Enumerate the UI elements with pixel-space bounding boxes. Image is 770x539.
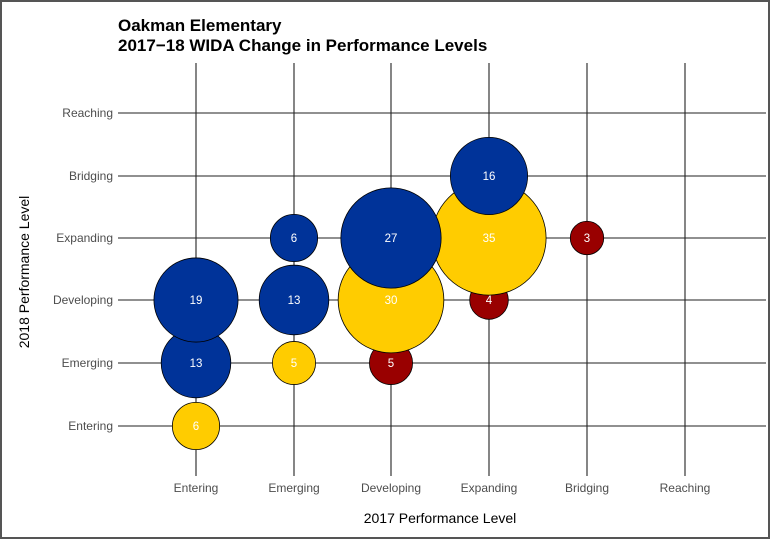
tick-labels: Entering Emerging Developing Expanding Bridg…: [53, 106, 710, 495]
bubble-same: [272, 341, 316, 385]
bubble-label: 4: [486, 295, 493, 307]
bubble-label: 13: [288, 295, 301, 307]
bubble-improved: [449, 136, 528, 215]
y-tick-label: Expanding: [56, 231, 113, 245]
bubble-improved: [269, 213, 319, 263]
bubble-label: 5: [388, 358, 394, 370]
x-tick-label: Entering: [174, 481, 219, 495]
bubble-label: 6: [291, 233, 297, 245]
bubble-same: [171, 401, 221, 451]
bubble-improved: [340, 187, 442, 289]
x-axis-label: 2017 Performance Level: [364, 510, 517, 526]
y-tick-label: Entering: [68, 419, 113, 433]
bubble-label: 3: [584, 233, 590, 245]
chart-title: Oakman Elementary: [118, 16, 282, 35]
bubble-label: 5: [291, 358, 297, 370]
x-tick-label: Expanding: [461, 481, 518, 495]
y-axis-label: 2018 Performance Level: [16, 196, 32, 349]
bubble-label: 30: [385, 295, 398, 307]
bubble-improved: [153, 257, 239, 343]
bubble-label: 16: [483, 171, 496, 183]
x-tick-label: Emerging: [268, 481, 319, 495]
bubbles: 5 4 3 6 5 30 35 13 19 13 6 27 16: [153, 136, 605, 451]
x-tick-label: Developing: [361, 481, 421, 495]
x-tick-label: Bridging: [565, 481, 609, 495]
bubble-label: 27: [385, 233, 398, 245]
y-tick-label: Reaching: [62, 106, 113, 120]
bubble-label: 35: [483, 233, 496, 245]
y-tick-label: Emerging: [62, 356, 113, 370]
chart-subtitle: 2017−18 WIDA Change in Performance Level…: [118, 36, 487, 55]
y-tick-label: Bridging: [69, 169, 113, 183]
x-tick-label: Reaching: [660, 481, 711, 495]
bubble-label: 13: [190, 358, 203, 370]
bubble-improved: [258, 264, 330, 336]
bubble-label: 6: [193, 421, 199, 433]
bubble-label: 19: [190, 295, 203, 307]
y-tick-label: Developing: [53, 293, 113, 307]
bubble-declined: [569, 220, 605, 256]
